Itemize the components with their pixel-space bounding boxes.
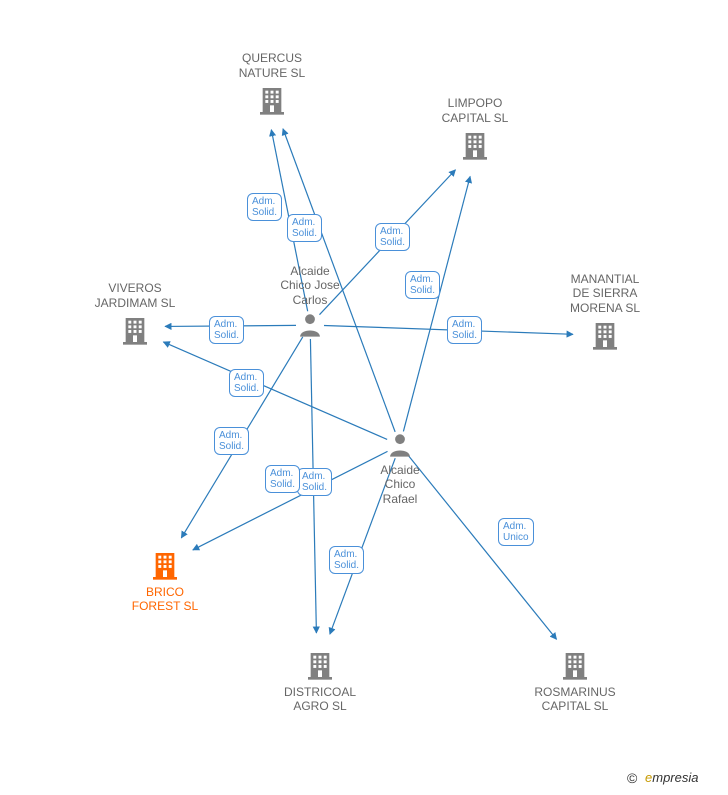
node-label-limpopo: LIMPOPO CAPITAL SL <box>420 96 530 125</box>
copyright-symbol: © <box>627 770 637 786</box>
building-icon-limpopo <box>459 129 491 161</box>
node-label-viveros: VIVEROS JARDIMAM SL <box>80 281 190 310</box>
edge-label-jose-quercus: Adm. Solid. <box>247 193 282 221</box>
edge-label-jose-manantial: Adm. Solid. <box>447 316 482 344</box>
watermark-text: empresia <box>645 770 698 785</box>
person-icon-rafael <box>386 431 414 459</box>
building-icon-quercus <box>256 84 288 116</box>
edge-rafael-viveros <box>163 342 387 439</box>
node-label-quercus: QUERCUS NATURE SL <box>217 51 327 80</box>
node-label-rafael: Alcaide Chico Rafael <box>345 463 455 506</box>
edge-label-jose-brico: Adm. Solid. <box>214 427 249 455</box>
edge-label-jose-viveros: Adm. Solid. <box>209 316 244 344</box>
node-label-brico: BRICO FOREST SL <box>110 585 220 614</box>
building-icon-brico <box>149 549 181 581</box>
building-icon-manantial <box>589 319 621 351</box>
node-label-manantial: MANANTIAL DE SIERRA MORENA SL <box>550 272 660 315</box>
edges-group <box>163 129 573 640</box>
person-icon-jose <box>296 311 324 339</box>
edge-label-rafael-quercus: Adm. Solid. <box>287 214 322 242</box>
building-icon-viveros <box>119 314 151 346</box>
building-icon-districoal <box>304 649 336 681</box>
node-label-districoal: DISTRICOAL AGRO SL <box>265 685 375 714</box>
edge-label-rafael-districoal: Adm. Solid. <box>329 546 364 574</box>
edge-label-rafael-brico: Adm. Solid. <box>265 465 300 493</box>
edge-label-rafael-rosmarinus: Adm. Unico <box>498 518 534 546</box>
graph-edges-layer <box>0 0 728 795</box>
node-label-jose: Alcaide Chico Jose Carlos <box>255 264 365 307</box>
edge-label-rafael-limpopo: Adm. Solid. <box>405 271 440 299</box>
building-icon-rosmarinus <box>559 649 591 681</box>
node-label-rosmarinus: ROSMARINUS CAPITAL SL <box>520 685 630 714</box>
edge-label-jose-limpopo: Adm. Solid. <box>375 223 410 251</box>
edge-label-rafael-viveros: Adm. Solid. <box>229 369 264 397</box>
edge-label-jose-districoal: Adm. Solid. <box>297 468 332 496</box>
